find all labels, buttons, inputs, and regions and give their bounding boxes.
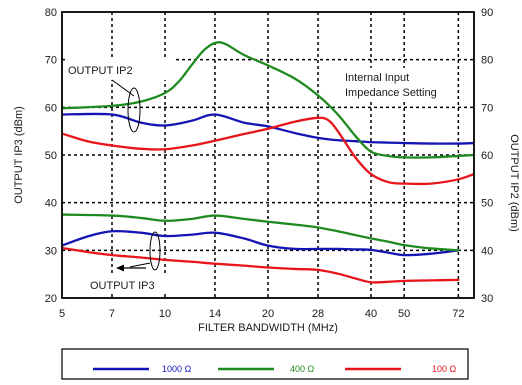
ip3-label-bg	[84, 276, 170, 294]
x-tick-label: 28	[312, 308, 324, 320]
plot-frame	[61, 11, 475, 299]
legend-label-1000-ohm: 1000 Ω	[162, 364, 192, 374]
y-left-tick-label: 30	[45, 245, 57, 257]
y-left-tick-label: 70	[45, 55, 57, 67]
legend: 1000 Ω 400 Ω 100 Ω	[93, 364, 457, 374]
y-right-tick-label: 70	[481, 102, 493, 114]
x-tick-label: 7	[109, 308, 115, 320]
y-axis-left-label: OUTPUT IP3 (dBm)	[13, 106, 25, 204]
y-left-tick-label: 80	[45, 7, 57, 19]
ip2-400-ohm-line	[62, 41, 474, 159]
legend-box	[61, 348, 469, 380]
impedance-label-bg	[335, 68, 453, 102]
x-tick-label: 20	[262, 308, 274, 320]
y-right-tick-label: 90	[481, 7, 493, 19]
ip2-leader	[111, 79, 141, 133]
ip3-arrow	[116, 264, 146, 272]
y-axis-right-label: OUTPUT IP2 (dBm)	[508, 134, 520, 232]
ip2-100-ohm-line	[62, 116, 474, 186]
x-tick-label: 5	[59, 308, 65, 320]
y-left-tick-label: 20	[45, 293, 57, 305]
x-tick-label: 72	[452, 308, 464, 320]
output-ip3-annotation: OUTPUT IP3	[90, 280, 155, 292]
impedance-annotation-line2: Impedance Setting	[345, 87, 437, 99]
ip2-1000-ohm-line	[62, 112, 474, 145]
legend-label-100-ohm: 100 Ω	[432, 364, 457, 374]
y-right-tick-label: 30	[481, 293, 493, 305]
ip3-leader	[129, 231, 161, 271]
x-axis-label: FILTER BANDWIDTH (MHz)	[198, 322, 338, 334]
ip2-label-bg	[66, 58, 176, 80]
y-right-tick-label: 60	[481, 150, 493, 162]
x-tick-label: 14	[209, 308, 221, 320]
series-group	[62, 41, 474, 284]
y-right-tick-label: 80	[481, 55, 493, 67]
y-left-tick-label: 50	[45, 150, 57, 162]
x-tick-label: 10	[159, 308, 171, 320]
x-tick-label: 50	[398, 308, 410, 320]
y-right-tick-label: 50	[481, 198, 493, 210]
x-tick-label: 40	[365, 308, 377, 320]
impedance-annotation-line1: Internal Input	[345, 72, 409, 84]
y-left-tick-label: 60	[45, 102, 57, 114]
output-ip2-annotation: OUTPUT IP2	[68, 65, 133, 77]
y-left-tick-label: 40	[45, 198, 57, 210]
y-right-tick-label: 40	[481, 245, 493, 257]
ip3-1000-ohm-line	[62, 229, 460, 257]
ip3-100-ohm-line	[62, 246, 460, 284]
legend-label-400-ohm: 400 Ω	[290, 364, 315, 374]
ip3-400-ohm-line	[62, 213, 460, 252]
tick-labels: 5 7 10 14 20 28 40 50 72 20 30 40 50 60 70 80 30 40 50 60 70…	[45, 7, 494, 320]
